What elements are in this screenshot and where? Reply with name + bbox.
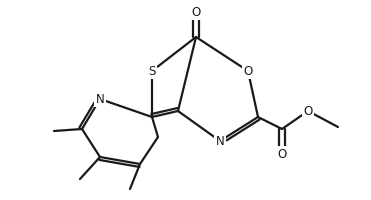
Text: O: O: [191, 6, 201, 19]
Text: N: N: [216, 135, 224, 148]
Text: N: N: [96, 93, 104, 106]
Text: O: O: [278, 148, 287, 161]
Text: S: S: [148, 65, 156, 78]
Text: O: O: [303, 105, 313, 118]
Text: O: O: [243, 65, 253, 78]
